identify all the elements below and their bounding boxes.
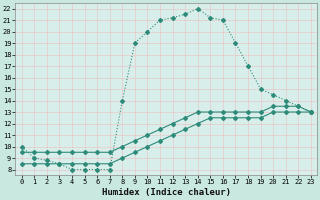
X-axis label: Humidex (Indice chaleur): Humidex (Indice chaleur) xyxy=(102,188,231,197)
